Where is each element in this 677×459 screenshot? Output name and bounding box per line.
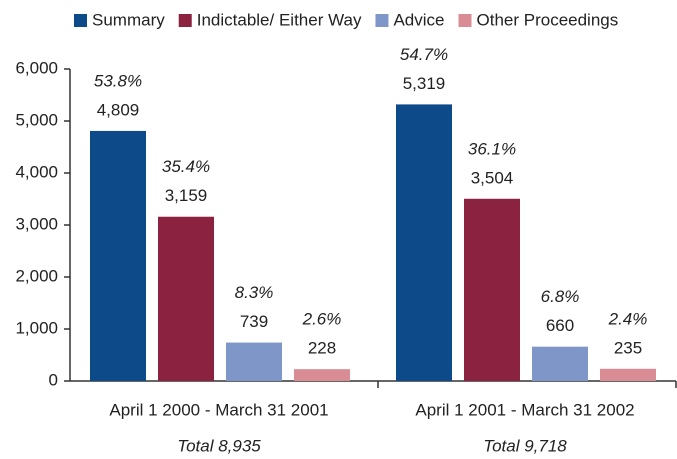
y-tick-label: 6,000 (15, 58, 58, 77)
share-label: 35.4% (162, 157, 210, 176)
x-tick-label: April 1 2000 - March 31 2001 (109, 400, 328, 419)
share-label: 36.1% (468, 139, 516, 158)
legend-label: Other Proceedings (477, 10, 619, 29)
value-label: 739 (240, 312, 268, 331)
legend-swatch (178, 14, 192, 27)
value-label: 3,159 (165, 186, 208, 205)
share-label: 2.4% (608, 309, 648, 328)
y-tick-label: 1,000 (15, 318, 58, 337)
y-tick-label: 3,000 (15, 214, 58, 233)
share-label: 2.6% (302, 310, 342, 329)
category-note: Total 8,935 (177, 436, 261, 455)
bar (90, 130, 146, 381)
bar (532, 346, 588, 381)
bar (396, 104, 452, 382)
legend-swatch (458, 14, 472, 27)
y-tick-label: 0 (49, 370, 58, 389)
share-label: 53.8% (94, 71, 142, 90)
value-label: 4,809 (97, 100, 140, 119)
value-label: 3,504 (471, 168, 514, 187)
category-note: Total 9,718 (483, 436, 567, 455)
value-label: 235 (614, 338, 642, 357)
bar (600, 368, 656, 381)
share-label: 8.3% (235, 283, 274, 302)
y-tick-label: 4,000 (15, 162, 58, 181)
share-label: 54.7% (400, 45, 448, 64)
legend-swatch (375, 14, 389, 27)
legend-swatch (74, 14, 87, 27)
bar (158, 216, 214, 381)
share-label: 6.8% (541, 287, 580, 306)
x-tick-label: April 1 2001 - March 31 2002 (415, 400, 634, 419)
bar (226, 342, 282, 381)
legend-label: Advice (393, 10, 444, 29)
y-tick-label: 5,000 (15, 110, 58, 129)
value-label: 228 (308, 339, 336, 358)
legend-label: Indictable/ Either Way (197, 10, 362, 29)
y-tick-label: 2,000 (15, 266, 58, 285)
bar (464, 198, 520, 381)
legend-label: Summary (92, 10, 165, 29)
value-label: 660 (546, 316, 574, 335)
bar (294, 369, 350, 381)
value-label: 5,319 (403, 74, 446, 93)
